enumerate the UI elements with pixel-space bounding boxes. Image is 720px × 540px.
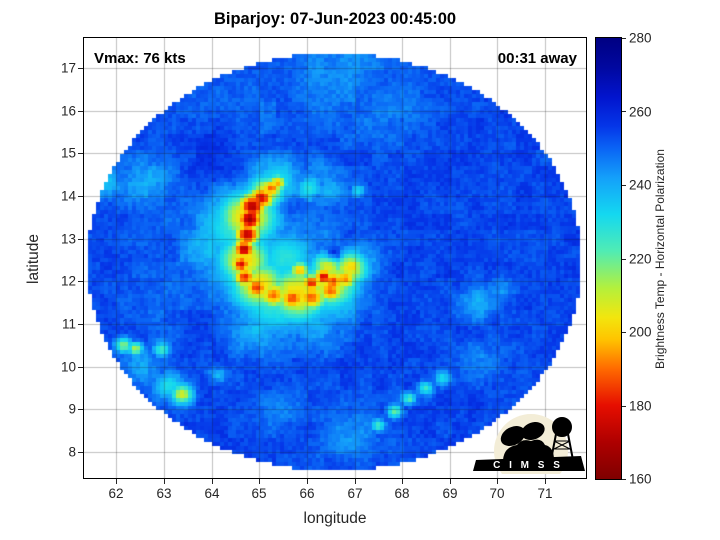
- vmax-annotation: Vmax: 76 kts: [94, 50, 186, 67]
- colorbar-tick-label: 160: [629, 471, 652, 487]
- heatmap-canvas: [84, 38, 586, 478]
- cimss-logo: C I M S S: [473, 414, 585, 474]
- colorbar-tick-label: 200: [629, 324, 652, 340]
- colorbar-tick-mark: [622, 332, 626, 333]
- y-tick-mark: [78, 68, 83, 69]
- y-tick-label: 10: [60, 359, 76, 375]
- logo-banner: [473, 456, 585, 471]
- colorbar-tick-mark: [622, 406, 626, 407]
- y-tick-label: 12: [60, 273, 76, 289]
- x-tick-mark: [402, 479, 403, 484]
- colorbar-tick-mark: [622, 479, 626, 480]
- y-tick-label: 16: [60, 103, 76, 119]
- y-tick-label: 14: [60, 188, 76, 204]
- colorbar-tick-label: 260: [629, 104, 652, 119]
- colorbar-tick-mark: [622, 111, 626, 112]
- colorbar-tick-label: 180: [629, 398, 652, 413]
- y-tick-label: 13: [60, 231, 76, 247]
- y-tick-mark: [78, 153, 83, 154]
- x-tick-label: 67: [347, 486, 363, 501]
- colorbar-label: Brightness Temp - Horizontal Polarizatio…: [653, 149, 667, 369]
- colorbar-tick-mark: [622, 185, 626, 186]
- y-tick-mark: [78, 367, 83, 368]
- x-tick-label: 63: [156, 486, 172, 501]
- colorbar: [595, 37, 622, 480]
- plot-area: Vmax: 76 kts 00:31 away C I M S S: [83, 37, 587, 479]
- y-axis-label: latitude: [25, 234, 42, 284]
- x-tick-label: 65: [251, 486, 267, 501]
- y-tick-label: 11: [61, 316, 76, 332]
- x-tick-label: 66: [299, 486, 315, 501]
- y-tick-label: 9: [68, 401, 76, 417]
- colorbar-tick-label: 240: [629, 177, 652, 193]
- x-tick-mark: [545, 479, 546, 484]
- colorbar-tick-mark: [622, 38, 626, 39]
- x-tick-mark: [164, 479, 165, 484]
- x-tick-mark: [212, 479, 213, 484]
- y-tick-mark: [78, 239, 83, 240]
- x-axis-label: longitude: [303, 510, 367, 527]
- x-tick-mark: [259, 479, 260, 484]
- colorbar-tick-label: 220: [629, 251, 652, 266]
- satellite-dishes-icon: [500, 422, 554, 460]
- figure-title: Biparjoy: 07-Jun-2023 00:45:00: [213, 10, 457, 28]
- x-tick-label: 68: [394, 486, 410, 501]
- x-tick-mark: [450, 479, 451, 484]
- x-tick-label: 71: [537, 486, 553, 501]
- y-tick-label: 8: [68, 444, 76, 460]
- x-tick-mark: [307, 479, 308, 484]
- colorbar-tick-label: 280: [629, 30, 652, 46]
- x-tick-mark: [497, 479, 498, 484]
- y-tick-mark: [78, 452, 83, 453]
- y-tick-mark: [78, 111, 83, 112]
- x-tick-label: 62: [108, 486, 124, 501]
- x-tick-mark: [116, 479, 117, 484]
- x-tick-label: 69: [442, 486, 458, 501]
- x-tick-label: 70: [489, 486, 505, 501]
- logo-text: C I M S S: [493, 460, 563, 471]
- y-tick-mark: [78, 409, 83, 410]
- y-tick-label: 15: [60, 145, 76, 161]
- y-tick-mark: [78, 281, 83, 282]
- y-tick-mark: [78, 196, 83, 197]
- x-tick-label: 64: [204, 486, 220, 501]
- time-away-annotation: 00:31 away: [497, 50, 577, 67]
- y-tick-mark: [78, 324, 83, 325]
- y-tick-label: 17: [60, 60, 76, 76]
- x-tick-mark: [355, 479, 356, 484]
- colorbar-tick-mark: [622, 259, 626, 260]
